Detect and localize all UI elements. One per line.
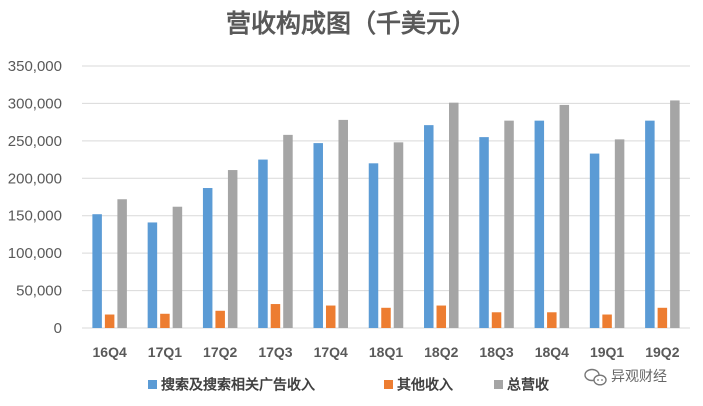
wechat-bubble-icon bbox=[584, 368, 607, 386]
bar bbox=[147, 222, 158, 328]
x-tick-label: 17Q2 bbox=[203, 344, 237, 360]
x-tick-label: 19Q1 bbox=[590, 344, 624, 360]
bar bbox=[436, 305, 447, 328]
y-tick-label: 150,000 bbox=[8, 208, 62, 225]
bar bbox=[92, 214, 102, 328]
bar bbox=[479, 137, 489, 328]
bar bbox=[645, 120, 655, 328]
bar bbox=[338, 119, 348, 328]
y-tick-label: 100,000 bbox=[8, 245, 62, 262]
chart-title: 营收构成图（千美元） bbox=[226, 9, 476, 38]
gridlines bbox=[82, 65, 690, 329]
x-tick-label: 17Q3 bbox=[258, 344, 292, 360]
bar bbox=[393, 142, 404, 328]
bar bbox=[491, 312, 502, 328]
bar bbox=[313, 143, 323, 328]
bar bbox=[368, 163, 379, 328]
y-tick-label: 350,000 bbox=[8, 58, 62, 75]
bar bbox=[424, 125, 434, 328]
x-tick-label: 18Q3 bbox=[479, 344, 513, 360]
bar bbox=[559, 104, 570, 328]
bar bbox=[215, 310, 225, 328]
bar bbox=[534, 120, 545, 328]
bars bbox=[92, 100, 680, 329]
bar bbox=[202, 188, 213, 328]
bar bbox=[381, 307, 391, 328]
x-tick-label: 18Q1 bbox=[369, 344, 403, 360]
legend-swatch bbox=[148, 380, 157, 389]
bar bbox=[657, 307, 668, 328]
watermark: 异观财经 bbox=[584, 368, 667, 386]
bar bbox=[227, 170, 238, 328]
watermark-text: 异观财经 bbox=[611, 369, 667, 385]
legend-swatch bbox=[384, 380, 393, 389]
x-tick-label: 19Q2 bbox=[645, 344, 679, 360]
bar bbox=[589, 153, 600, 328]
x-tick-label: 17Q4 bbox=[314, 344, 348, 360]
bar bbox=[547, 312, 557, 328]
y-tick-label: 300,000 bbox=[8, 95, 62, 112]
legend-label: 搜索及搜索相关广告收入 bbox=[161, 377, 315, 394]
bar bbox=[117, 199, 127, 328]
x-tick-label: 16Q4 bbox=[93, 344, 127, 360]
bar bbox=[602, 314, 612, 328]
bar bbox=[172, 206, 183, 328]
bar bbox=[270, 304, 281, 328]
x-tick-label: 18Q4 bbox=[535, 344, 569, 360]
bar bbox=[283, 134, 293, 328]
bar bbox=[449, 102, 459, 329]
legend-swatch bbox=[494, 380, 503, 389]
y-tick-label: 200,000 bbox=[8, 170, 62, 187]
y-tick-label: 250,000 bbox=[8, 133, 62, 150]
y-tick-label: 50,000 bbox=[16, 283, 62, 300]
bar bbox=[325, 305, 336, 328]
bar bbox=[614, 139, 625, 328]
bar bbox=[258, 159, 268, 328]
x-tick-label: 18Q2 bbox=[424, 344, 458, 360]
legend-label: 其他收入 bbox=[397, 377, 453, 394]
x-tick-label: 17Q1 bbox=[148, 344, 182, 360]
y-axis-ticks: 0 50,000 100,000 150,000 200,000 250,000 300,0… bbox=[8, 58, 62, 337]
bar bbox=[504, 120, 514, 328]
legend: 搜索及搜索相关广告收入 其他收入 总营收 bbox=[148, 377, 550, 394]
x-axis-ticks: 16Q4 17Q1 17Q2 17Q3 17Q4 18Q1 18Q2 18Q3 18Q4 19Q1… bbox=[93, 344, 680, 360]
legend-label: 总营收 bbox=[507, 377, 550, 394]
y-tick-label: 0 bbox=[54, 320, 62, 337]
bar bbox=[104, 314, 115, 328]
bar bbox=[160, 313, 170, 328]
bar bbox=[670, 100, 680, 328]
